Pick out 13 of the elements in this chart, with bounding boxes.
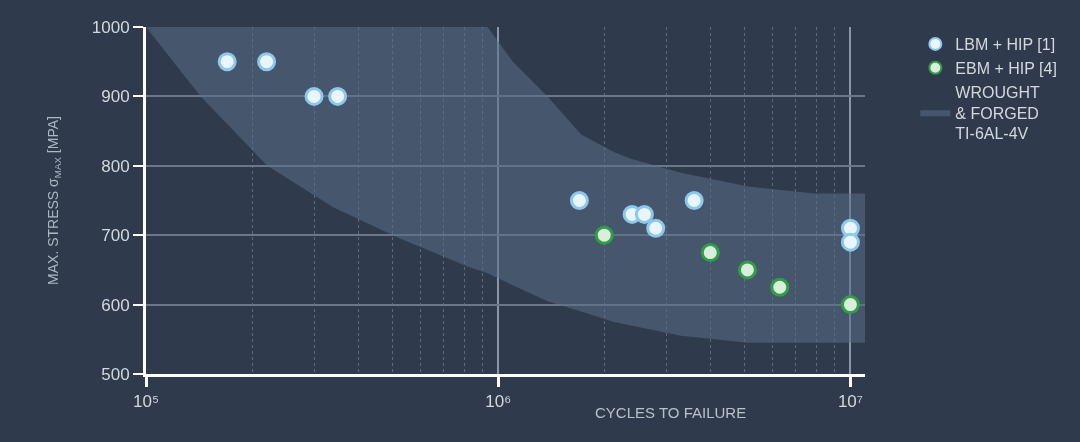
- legend-label: EBM + HIP [4]: [955, 59, 1057, 77]
- y-tick-label: 1000: [91, 17, 130, 37]
- y-tick-label: 500: [101, 364, 130, 384]
- x-axis-title: CYCLES TO FAILURE: [595, 404, 747, 421]
- legend-label: LBM + HIP [1]: [955, 36, 1056, 54]
- y-tick-label: 700: [101, 226, 130, 246]
- x-tick-label: 10⁶: [485, 392, 512, 412]
- x-tick-label: 10⁷: [837, 392, 863, 412]
- x-tick-label: 10⁵: [133, 392, 159, 412]
- y-tick-label: 900: [101, 87, 130, 107]
- y-tick-label: 600: [101, 295, 130, 315]
- legend-label: WROUGHT & FORGED TI-6AL-4V: [955, 83, 1040, 143]
- y-tick-label: 800: [101, 156, 130, 176]
